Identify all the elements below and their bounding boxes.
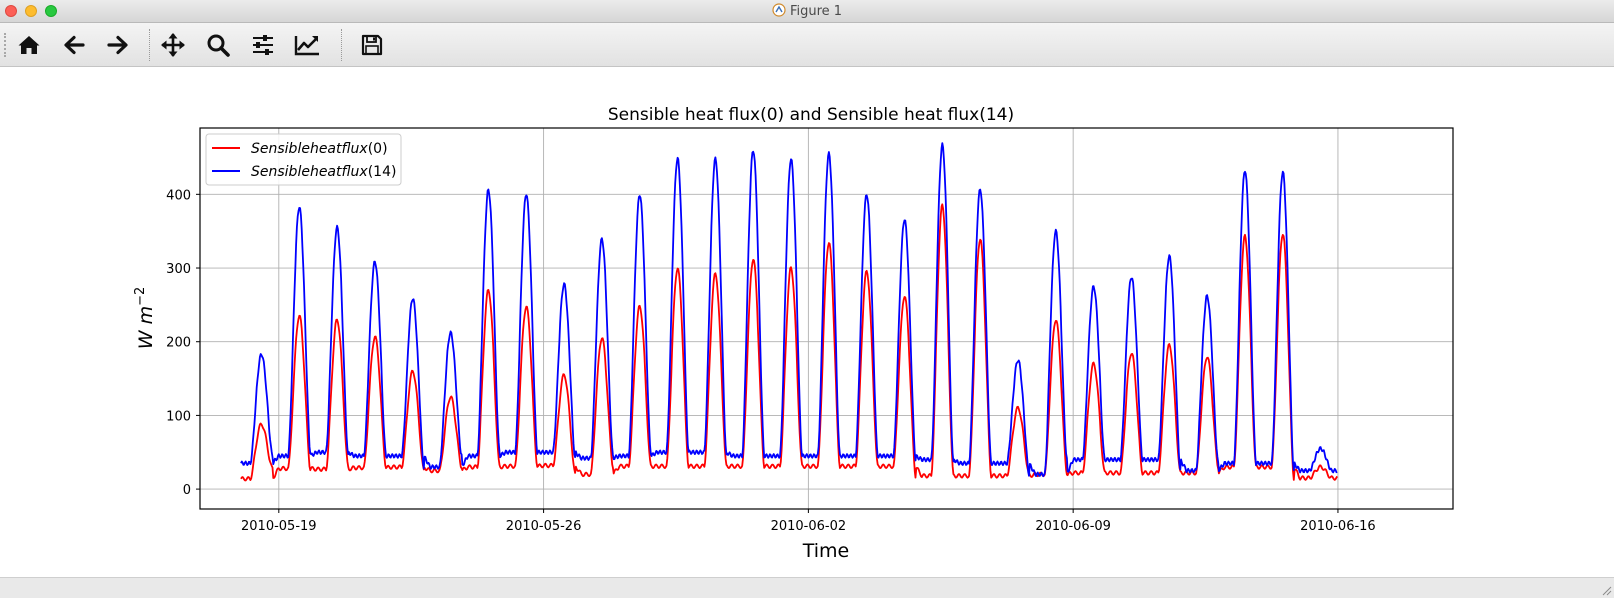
data-series xyxy=(240,142,1338,482)
chart-title: Sensible heat flux(0) and Sensible heat … xyxy=(608,105,1014,125)
python-app-icon xyxy=(772,3,786,17)
legend-label-flux14-main: Sensibleheatflux xyxy=(251,164,368,180)
x-tick-label: 2010-05-19 xyxy=(241,519,317,534)
x-tick-label: 2010-06-09 xyxy=(1035,519,1111,534)
edit-axis-button[interactable] xyxy=(292,31,322,59)
minimize-window-button[interactable] xyxy=(25,5,37,17)
forward-button[interactable] xyxy=(103,31,133,59)
search-icon xyxy=(207,34,230,57)
back-button[interactable] xyxy=(59,31,89,59)
x-tick-label: 2010-06-16 xyxy=(1300,519,1376,534)
resize-grip-icon[interactable] xyxy=(1600,584,1612,596)
legend-label-flux0-suffix: (0) xyxy=(368,141,388,157)
y-tick-label: 300 xyxy=(166,262,191,277)
legend-box xyxy=(205,133,402,186)
legend-label-flux0: Sensibleheatflux(0) xyxy=(251,141,388,157)
arrow-left-icon xyxy=(64,35,85,55)
plot-area-frame xyxy=(199,127,1454,510)
move-icon xyxy=(161,33,185,57)
floppy-disk-icon xyxy=(361,34,383,56)
window-title-container: Figure 1 xyxy=(0,3,1614,19)
status-bar xyxy=(0,577,1614,598)
y-axis-label-main: W m xyxy=(135,306,157,349)
x-tick-label: 2010-05-26 xyxy=(506,519,582,534)
save-button[interactable] xyxy=(357,31,387,59)
y-tick-label: 400 xyxy=(166,188,191,203)
sensible-heat-flux-chart[interactable]: Sensible heat flux(0) and Sensible heat … xyxy=(0,67,1614,577)
close-window-button[interactable] xyxy=(5,5,17,17)
legend-label-flux14-suffix: (14) xyxy=(368,164,397,180)
window-title: Figure 1 xyxy=(789,4,843,19)
legend-label-flux0-main: Sensibleheatflux xyxy=(251,141,368,157)
home-icon xyxy=(18,36,40,54)
toolbar-grip[interactable] xyxy=(4,33,9,57)
series-line-flux0 xyxy=(240,203,1338,482)
legend: Sensibleheatflux(0) Sensibleheatflux(14) xyxy=(205,133,402,186)
sliders-icon xyxy=(253,35,273,55)
axis-ticks: 0 100 200 300 400 2010-05-19 2010-05-26 2010-06… xyxy=(166,188,1376,534)
home-button[interactable] xyxy=(14,31,44,59)
line-chart-icon xyxy=(294,36,319,56)
series-line-flux14 xyxy=(240,142,1338,478)
arrow-right-icon xyxy=(107,35,128,55)
window-titlebar: Figure 1 xyxy=(0,0,1614,23)
y-axis-label-exponent: −2 xyxy=(133,287,148,306)
toolbar-separator xyxy=(341,29,342,61)
toolbar-separator xyxy=(149,29,150,61)
zoom-button[interactable] xyxy=(203,31,233,59)
figure-canvas[interactable]: Sensible heat flux(0) and Sensible heat … xyxy=(0,67,1614,577)
y-tick-label: 0 xyxy=(183,483,191,498)
pan-button[interactable] xyxy=(158,31,188,59)
x-axis-label: Time xyxy=(802,540,850,562)
configure-subplots-button[interactable] xyxy=(248,31,278,59)
zoom-window-button[interactable] xyxy=(45,5,57,17)
legend-label-flux14: Sensibleheatflux(14) xyxy=(251,164,396,180)
y-tick-label: 200 xyxy=(166,336,191,351)
y-axis-label: W m−2 xyxy=(133,287,157,350)
x-tick-label: 2010-06-02 xyxy=(771,519,847,534)
navigation-toolbar xyxy=(0,23,1614,67)
y-tick-label: 100 xyxy=(166,409,191,424)
